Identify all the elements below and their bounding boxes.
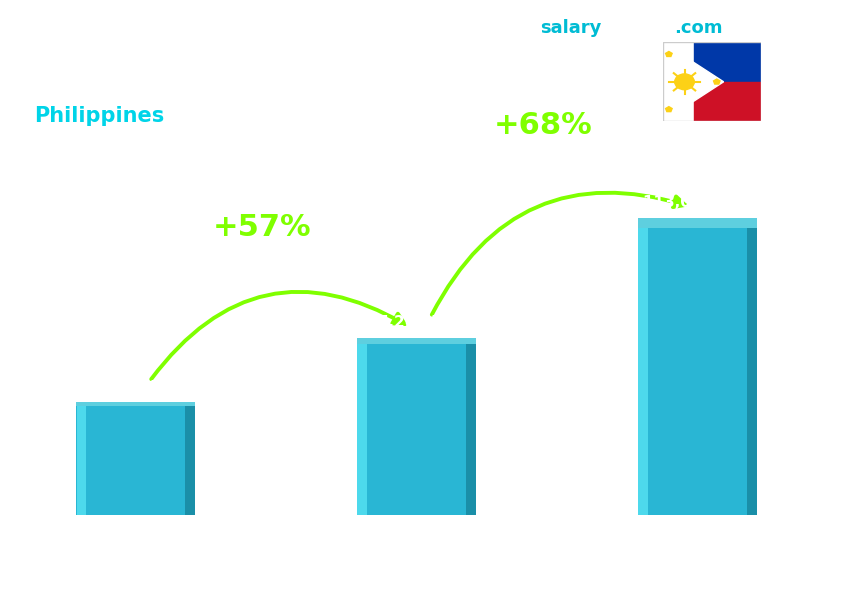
Bar [694, 82, 761, 121]
Bar [747, 218, 756, 515]
Bar [638, 218, 648, 515]
Text: Salary Comparison By Education: Salary Comparison By Education [34, 18, 591, 47]
Text: +57%: +57% [212, 213, 311, 242]
Polygon shape [666, 52, 672, 56]
Text: Philippines: Philippines [34, 106, 164, 126]
Bar [358, 338, 475, 515]
Text: Average Monthly Salary: Average Monthly Salary [830, 281, 844, 422]
Text: .com: .com [674, 19, 722, 38]
Polygon shape [666, 107, 672, 112]
Text: 67,200 PHP: 67,200 PHP [367, 315, 466, 330]
Bar [76, 402, 195, 515]
Bar [358, 338, 475, 344]
Text: +68%: +68% [494, 111, 592, 140]
Bar [185, 402, 195, 515]
Text: 113,000 PHP: 113,000 PHP [643, 195, 752, 210]
Bar [358, 338, 367, 515]
Bar [694, 42, 761, 82]
Bar [466, 338, 475, 515]
Text: salary: salary [540, 19, 601, 38]
Bar [76, 402, 86, 515]
Bar [638, 218, 756, 515]
Circle shape [675, 74, 694, 90]
Polygon shape [713, 79, 720, 84]
Text: Political Scientist: Political Scientist [34, 70, 211, 90]
Polygon shape [663, 42, 723, 121]
Text: explorer: explorer [602, 19, 687, 38]
Bar [76, 402, 195, 407]
Text: 42,800 PHP: 42,800 PHP [86, 379, 185, 395]
Bar [638, 218, 756, 228]
